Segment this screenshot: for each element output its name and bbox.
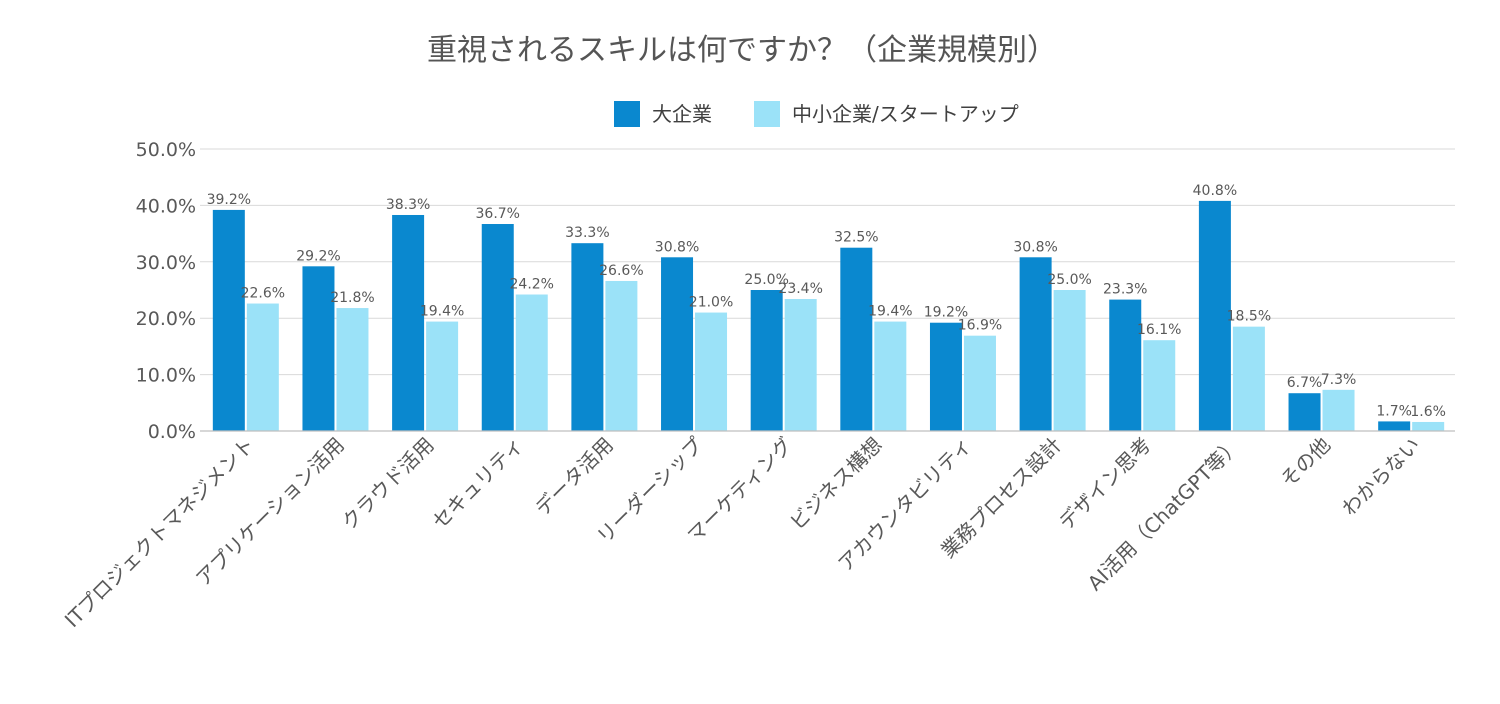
bar-large-enterprise — [1109, 299, 1142, 431]
data-label: 32.5% — [834, 230, 878, 246]
x-category-label: ITプロジェクトマネジメント — [60, 433, 259, 632]
data-label: 7.3% — [1321, 372, 1357, 388]
data-label: 30.8% — [1013, 239, 1057, 255]
bar-large-enterprise — [571, 243, 604, 431]
data-label: 26.6% — [599, 263, 643, 279]
y-tick-label: 20.0% — [136, 308, 196, 330]
bar-large-enterprise — [1378, 421, 1411, 431]
bar-large-enterprise — [1019, 257, 1052, 431]
data-label: 19.4% — [868, 304, 912, 320]
bar-large-enterprise — [1288, 393, 1321, 431]
data-label: 25.0% — [744, 272, 788, 288]
bar-large-enterprise — [302, 266, 335, 431]
bar-sme-startup — [426, 321, 459, 431]
bar-sme-startup — [1053, 290, 1086, 431]
chart-title: 重視されるスキルは何ですか？（企業規模別） — [427, 33, 1057, 68]
data-label: 38.3% — [386, 197, 430, 213]
bar-large-enterprise — [661, 257, 694, 431]
data-label: 33.3% — [565, 225, 609, 241]
bar-large-enterprise — [1198, 200, 1231, 431]
bar-sme-startup — [1143, 340, 1176, 431]
data-label: 36.7% — [476, 206, 520, 222]
data-label: 21.8% — [330, 290, 374, 306]
bar-large-enterprise — [840, 247, 873, 431]
x-category-label: デザイン思考 — [1054, 433, 1156, 535]
bar-sme-startup — [246, 303, 279, 431]
data-label: 29.2% — [296, 248, 340, 264]
x-category-label: ビジネス構想 — [785, 433, 887, 535]
bars — [212, 200, 1445, 431]
x-category-label: わからない — [1337, 433, 1425, 521]
legend: 大企業 中小企業/スタートアップ — [614, 101, 1019, 127]
data-label: 16.1% — [1137, 322, 1181, 338]
bar-sme-startup — [963, 335, 996, 431]
data-labels: 39.2% 22.6% 29.2% 21.8% 38.3% 19.4% 36.7% 24.2%… — [207, 183, 1446, 420]
data-label: 25.0% — [1047, 272, 1091, 288]
data-label: 40.8% — [1193, 183, 1237, 199]
bar-large-enterprise — [481, 224, 514, 431]
data-label: 6.7% — [1287, 375, 1323, 391]
x-category-label: データ活用 — [530, 433, 618, 521]
x-category-label: クラウド活用 — [337, 433, 439, 535]
gridlines — [200, 148, 1455, 376]
y-tick-label: 0.0% — [148, 421, 196, 443]
bar-sme-startup — [1412, 421, 1445, 431]
data-label: 23.4% — [778, 281, 822, 297]
bar-sme-startup — [336, 308, 369, 431]
data-label: 24.2% — [510, 277, 554, 293]
y-tick-label: 40.0% — [136, 195, 196, 217]
bar-large-enterprise — [929, 322, 962, 431]
data-label: 39.2% — [207, 192, 251, 208]
data-label: 21.0% — [689, 295, 733, 311]
data-label: 19.2% — [924, 305, 968, 321]
bar-sme-startup — [1232, 326, 1265, 431]
data-label: 23.3% — [1103, 282, 1147, 298]
legend-swatch-sme-startup — [754, 101, 780, 127]
data-label: 19.4% — [420, 304, 464, 320]
bar-large-enterprise — [392, 214, 425, 431]
x-category-label: その他 — [1276, 433, 1335, 492]
data-label: 16.9% — [958, 318, 1002, 334]
x-category-label: AI活用（ChatGPT等） — [1083, 433, 1246, 596]
data-label: 1.7% — [1376, 403, 1412, 419]
legend-swatch-large-enterprise — [614, 101, 640, 127]
data-label: 1.6% — [1410, 404, 1446, 420]
bar-large-enterprise — [750, 290, 783, 431]
data-label: 18.5% — [1227, 309, 1271, 325]
bar-sme-startup — [515, 294, 548, 431]
bar-sme-startup — [784, 299, 817, 431]
bar-sme-startup — [605, 280, 638, 431]
bar-sme-startup — [874, 321, 907, 431]
legend-label-sme-startup: 中小企業/スタートアップ — [792, 102, 1019, 126]
data-label: 30.8% — [655, 239, 699, 255]
data-label: 22.6% — [241, 286, 285, 302]
x-category-label: アプリケーション活用 — [191, 433, 349, 591]
y-tick-label: 50.0% — [136, 139, 196, 161]
legend-label-large-enterprise: 大企業 — [652, 102, 712, 126]
bar-sme-startup — [695, 312, 728, 431]
x-category-label: セキュリティ — [427, 433, 528, 534]
bar-sme-startup — [1322, 389, 1355, 431]
y-tick-label: 30.0% — [136, 252, 196, 274]
bar-large-enterprise — [212, 209, 245, 431]
y-tick-label: 10.0% — [136, 365, 196, 387]
y-axis: 0.0% 10.0% 20.0% 30.0% 40.0% 50.0% — [136, 139, 196, 443]
